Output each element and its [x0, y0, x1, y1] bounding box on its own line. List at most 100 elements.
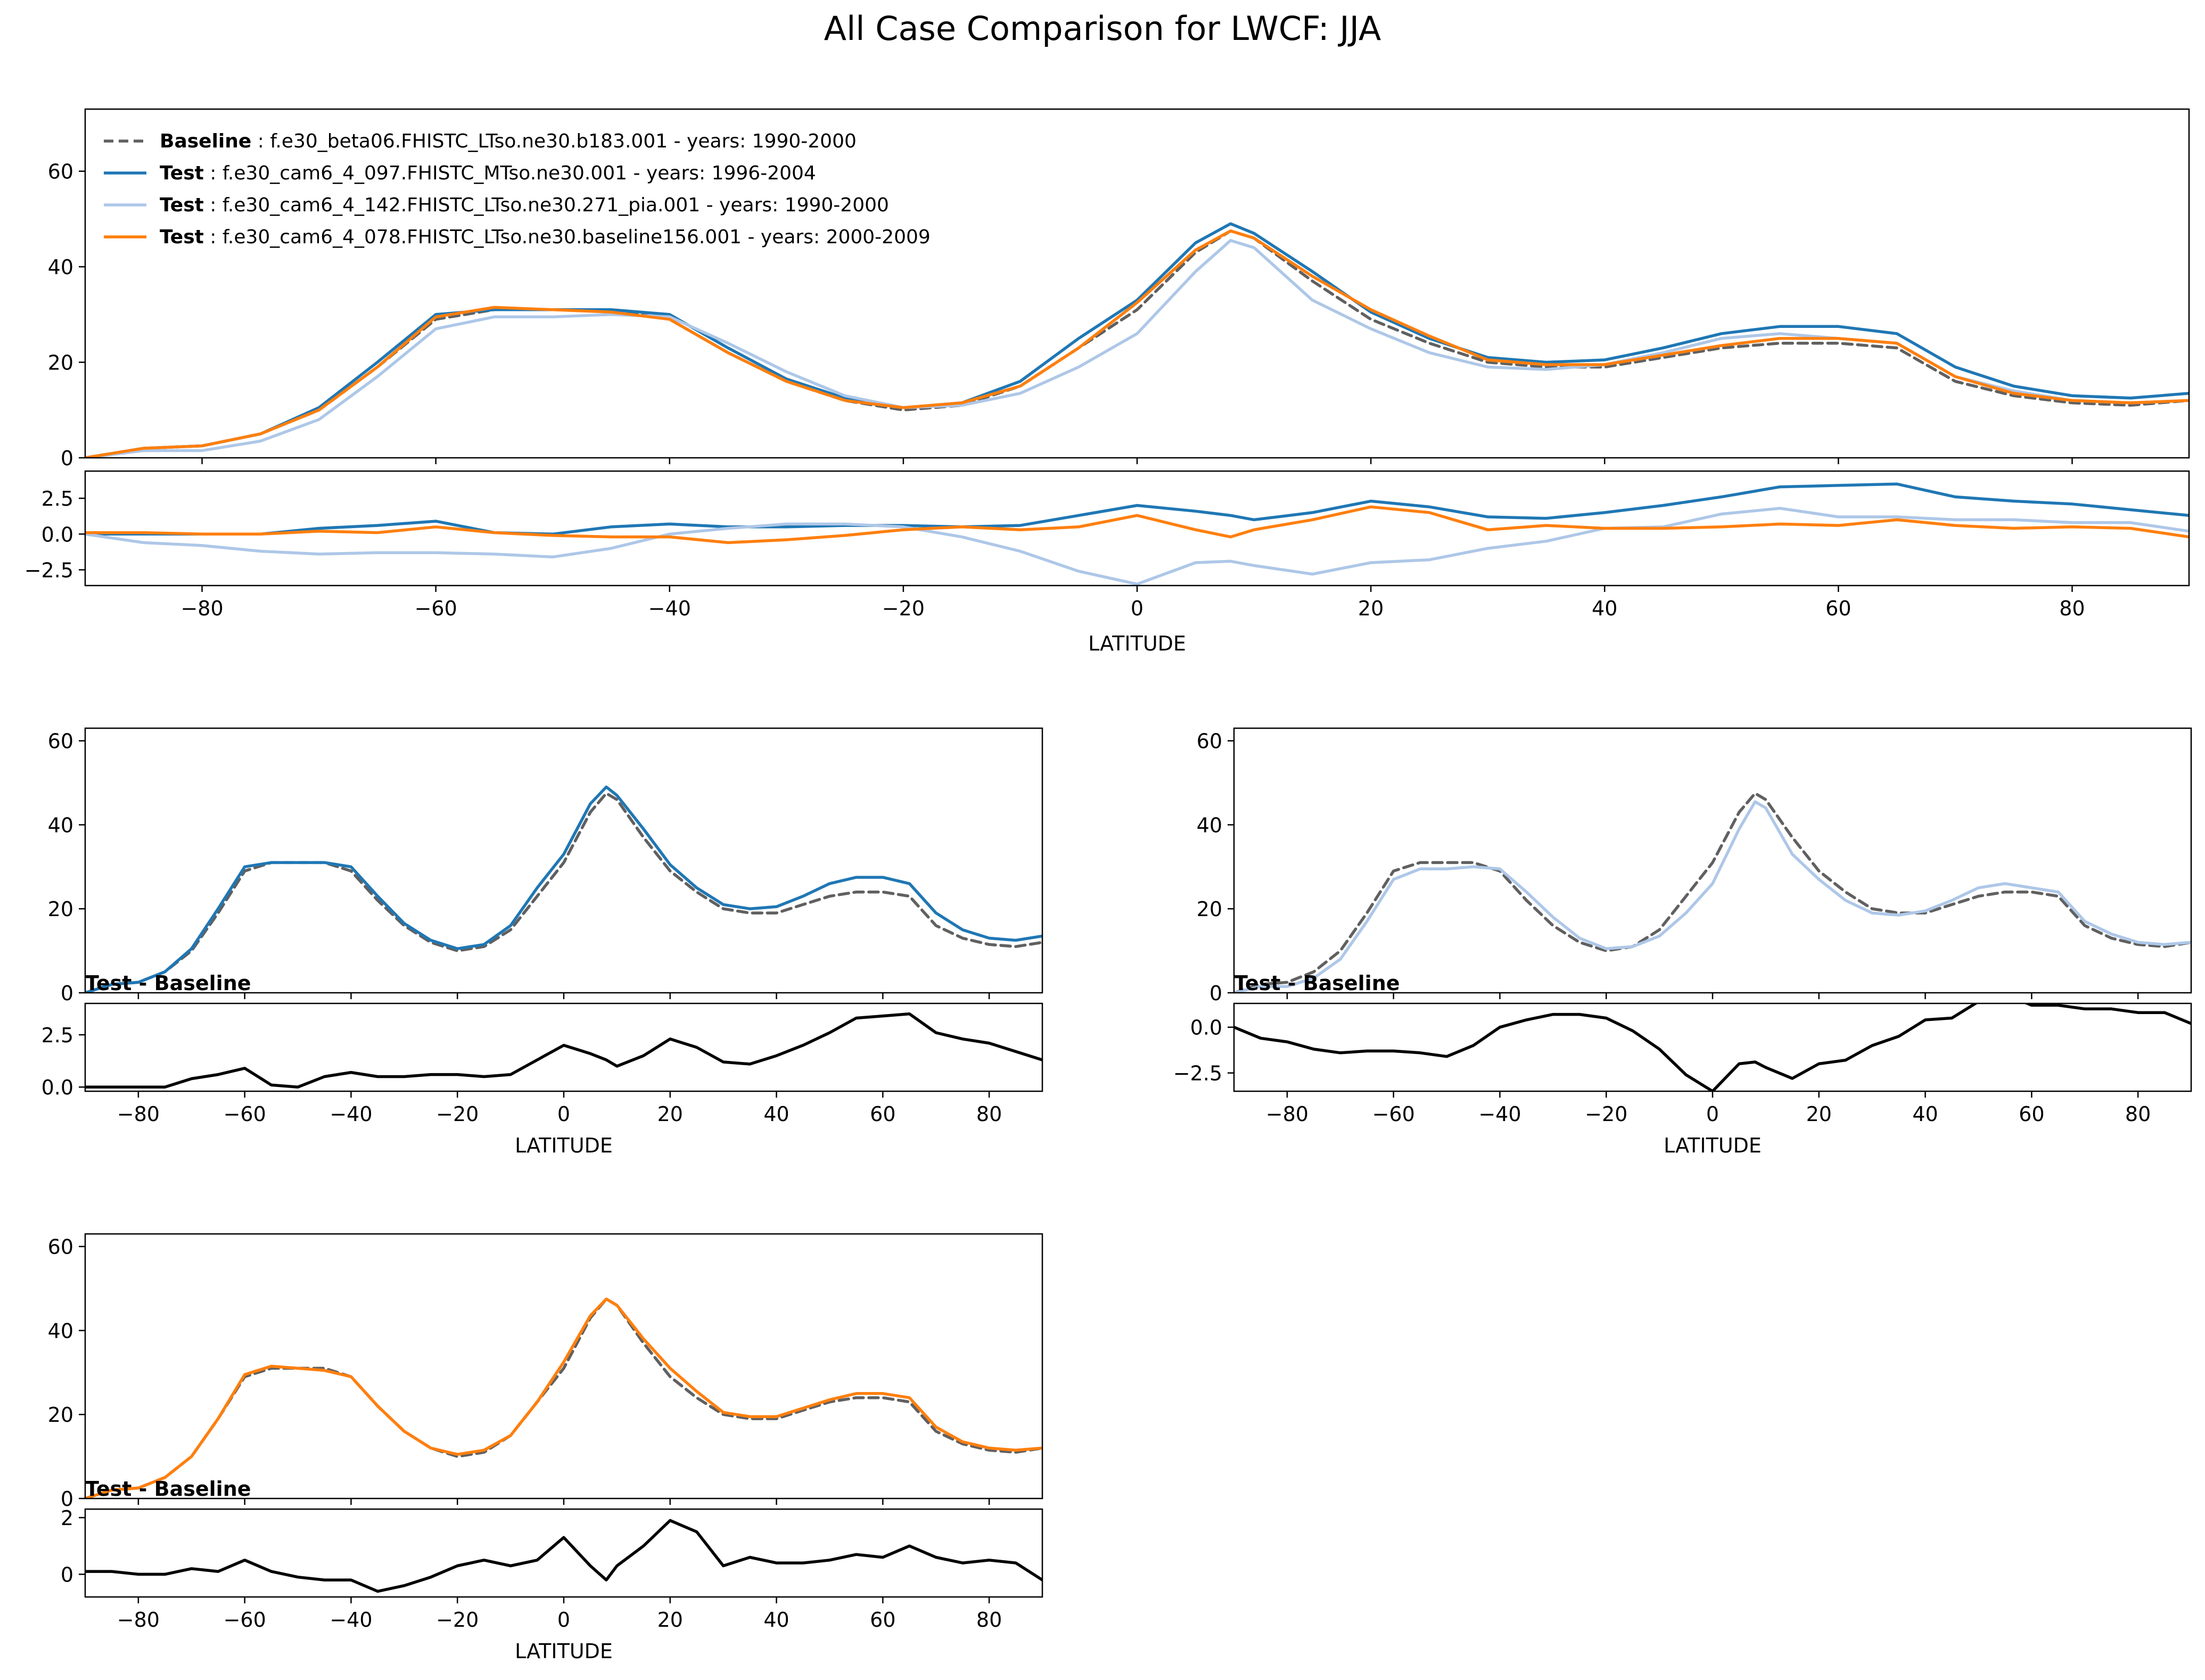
- series-line-test-3: [85, 229, 2189, 458]
- legend-role: Test: [160, 162, 204, 184]
- y-tick-label: 0: [61, 447, 73, 470]
- x-tick-label: −40: [330, 1102, 372, 1126]
- panel-3-test-line: [85, 1297, 1042, 1498]
- x-tick-label: 20: [657, 1102, 683, 1126]
- y-tick-label: −2.5: [1173, 1062, 1222, 1085]
- top-diff-axes-series: [85, 482, 2189, 586]
- diff-line-test-1: [85, 482, 2189, 536]
- top-diff-axes: −2.5 0.0 2.5 −80 −60 −40 −20 0 20 40 60 80: [24, 470, 2190, 620]
- panel-3-diff-axes-series: [85, 1519, 1042, 1593]
- panel-2-main-axes: 0 20 40 60: [1197, 727, 2192, 1005]
- legend-text: : f.e30_cam6_4_078.FHISTC_LTso.ne30.base…: [204, 226, 931, 248]
- panel-3-main-axes-frame: [84, 1233, 1043, 1500]
- panel-1-main-axes-frame: [84, 727, 1043, 994]
- y-tick-label: −2.5: [24, 558, 73, 582]
- diff-line-test-3: [85, 505, 2189, 545]
- x-axis-label: LATITUDE: [1088, 632, 1186, 655]
- panel-3-diff-axes: 0 2 −80 −60 −40 −20 0 20 40 60 80: [61, 1506, 1043, 1632]
- y-tick-label: 40: [48, 813, 73, 837]
- y-tick-label: 2.5: [42, 487, 73, 510]
- panel-3-main-axes-series: [85, 1297, 1042, 1498]
- panel-1-diff-title: Test - Baseline: [85, 971, 251, 995]
- x-tick-label: 80: [2059, 597, 2085, 620]
- x-tick-label: −80: [180, 597, 223, 620]
- panel-2-diff-axes: −2.5 0.0 −80 −60 −40 −20 0 20 40 60 80: [1173, 1002, 2192, 1126]
- panel-2-diff-axes-frame: [1233, 1002, 2192, 1092]
- y-tick-label: 0.0: [42, 523, 73, 546]
- y-tick-label: 60: [48, 1236, 73, 1259]
- x-tick-label: 60: [1825, 597, 1851, 620]
- series-line-test-1: [85, 222, 2189, 458]
- x-tick-label: 80: [2125, 1102, 2151, 1126]
- x-tick-label: 80: [976, 1608, 1002, 1632]
- x-tick-label: −60: [1372, 1102, 1415, 1126]
- y-tick-label: 20: [48, 897, 73, 921]
- y-tick-label: 20: [1197, 897, 1222, 921]
- panel-2-diff-axes-series: [1234, 1003, 2191, 1091]
- panel-1-x-axis-label: LATITUDE: [515, 1134, 613, 1157]
- panel-1-main-axes-series: [85, 785, 1042, 993]
- x-tick-label: −80: [117, 1608, 160, 1632]
- x-tick-label: −20: [1585, 1102, 1627, 1126]
- y-tick-label: 2.5: [42, 1024, 73, 1047]
- y-tick-label: 20: [48, 351, 73, 375]
- top-diff-axes-frame: [84, 470, 2190, 587]
- legend-text: : f.e30_beta06.FHISTC_LTso.ne30.b183.001…: [251, 130, 857, 152]
- series-line-baseline: [85, 229, 2189, 458]
- legend-role: Test: [160, 226, 204, 248]
- x-tick-label: −20: [436, 1608, 479, 1632]
- x-tick-label: −40: [648, 597, 691, 620]
- y-tick-label: 0: [61, 1563, 73, 1586]
- panel-2-x-axis-label: LATITUDE: [1664, 1134, 1762, 1157]
- legend-text: : f.e30_cam6_4_097.FHISTC_MTso.ne30.001 …: [204, 162, 816, 184]
- x-tick-label: 20: [1806, 1102, 1832, 1126]
- y-tick-label: 0: [61, 982, 73, 1005]
- x-tick-label: 40: [763, 1102, 789, 1126]
- panel-3-diff-title: Test - Baseline: [85, 1477, 251, 1501]
- panel-3-x-axis-label: LATITUDE: [515, 1640, 613, 1663]
- panel-1-diff-axes: 0.0 2.5 −80 −60 −40 −20 0 20 40 60 80: [42, 1002, 1043, 1126]
- legend-entry: Test : f.e30_cam6_4_097.FHISTC_MTso.ne30…: [160, 162, 816, 184]
- panel-2-main-axes-series: [1234, 792, 2191, 993]
- panel-1-test-line: [85, 785, 1042, 993]
- panel-2-baseline-line: [1234, 792, 2191, 993]
- y-tick-label: 40: [1197, 813, 1222, 837]
- x-tick-label: 60: [870, 1608, 895, 1632]
- y-tick-label: 20: [48, 1403, 73, 1427]
- panel-2-diff-line: [1234, 1003, 2191, 1091]
- y-tick-label: 60: [1197, 730, 1222, 753]
- x-tick-label: 60: [870, 1102, 895, 1126]
- y-tick-label: 0: [61, 1487, 73, 1511]
- x-tick-label: −20: [882, 597, 925, 620]
- panel-1-baseline-line: [85, 792, 1042, 993]
- legend-text: : f.e30_cam6_4_142.FHISTC_LTso.ne30.271_…: [204, 194, 889, 216]
- x-tick-label: 0: [1131, 597, 1143, 620]
- x-tick-label: 20: [657, 1608, 683, 1632]
- panel-2-test-line: [1234, 800, 2191, 993]
- x-tick-label: −20: [436, 1102, 479, 1126]
- y-tick-label: 40: [48, 1319, 73, 1343]
- legend-role: Test: [160, 194, 204, 216]
- panel-1-diff-axes-series: [85, 1012, 1042, 1089]
- x-tick-label: 40: [1912, 1102, 1938, 1126]
- legend-entry: Test : f.e30_cam6_4_142.FHISTC_LTso.ne30…: [160, 194, 889, 216]
- x-tick-label: −60: [415, 597, 457, 620]
- top-main-axes-frame: [84, 108, 2190, 459]
- x-tick-label: −40: [330, 1608, 372, 1632]
- y-tick-label: 0.0: [1190, 1016, 1222, 1040]
- y-tick-label: 2: [61, 1506, 73, 1530]
- y-tick-label: 0: [1210, 982, 1222, 1005]
- top-main-axes-series: [85, 222, 2189, 458]
- x-tick-label: 0: [557, 1608, 570, 1632]
- figure-title: All Case Comparison for LWCF: JJA: [824, 9, 1381, 48]
- legend-entry: Test : f.e30_cam6_4_078.FHISTC_LTso.ne30…: [160, 226, 931, 248]
- legend-role: Baseline: [160, 130, 251, 152]
- x-tick-label: 40: [763, 1608, 789, 1632]
- x-tick-label: 80: [976, 1102, 1002, 1126]
- legend-entry: Baseline : f.e30_beta06.FHISTC_LTso.ne30…: [160, 130, 857, 152]
- legend: Baseline : f.e30_beta06.FHISTC_LTso.ne30…: [104, 130, 931, 248]
- x-tick-label: −60: [224, 1608, 266, 1632]
- panel-3-diff-line: [85, 1519, 1042, 1593]
- x-tick-label: −60: [224, 1102, 266, 1126]
